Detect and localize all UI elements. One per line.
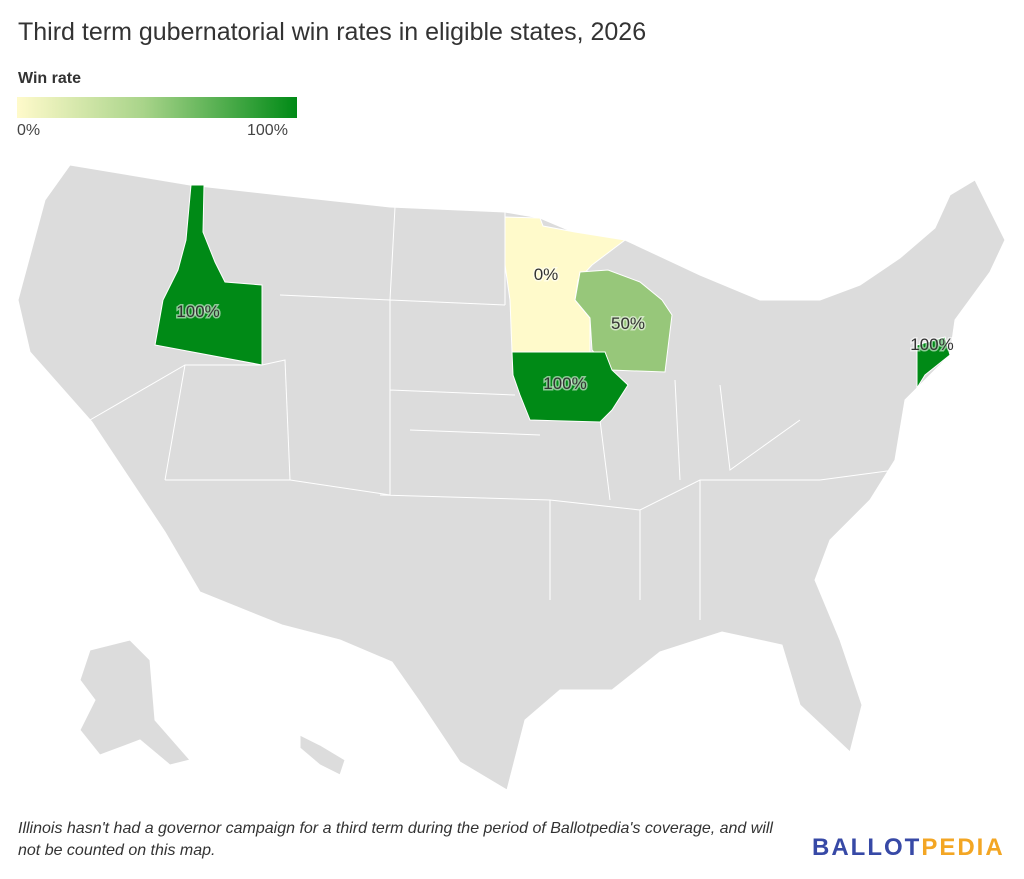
footnote: Illinois hasn't had a governor campaign … bbox=[18, 820, 773, 859]
legend-title: Win rate bbox=[18, 70, 81, 87]
logo-ballot: BALLOT bbox=[812, 834, 922, 861]
label-wisconsin: 50% bbox=[611, 314, 645, 333]
ballotpedia-logo: BALLOTPEDIA bbox=[812, 834, 1005, 862]
state-wisconsin[interactable] bbox=[574, 269, 673, 373]
us-mainland bbox=[17, 164, 1006, 791]
label-minnesota: 0% bbox=[534, 265, 559, 284]
logo-pedia: PEDIA bbox=[921, 834, 1005, 861]
state-borders bbox=[89, 206, 896, 620]
legend-gradient bbox=[17, 97, 297, 118]
state-iowa[interactable] bbox=[511, 351, 629, 423]
hawaii bbox=[299, 734, 346, 776]
state-connecticut[interactable] bbox=[916, 336, 951, 390]
alaska bbox=[79, 639, 191, 766]
label-iowa: 100% bbox=[543, 374, 586, 393]
legend-min-label: 0% bbox=[17, 122, 41, 139]
map-title: Third term gubernatorial win rates in el… bbox=[18, 18, 647, 46]
label-idaho: 100% bbox=[176, 302, 219, 321]
legend-max-label: 100% bbox=[247, 122, 288, 139]
state-idaho[interactable] bbox=[154, 184, 263, 366]
label-connecticut: 100% bbox=[910, 335, 953, 354]
